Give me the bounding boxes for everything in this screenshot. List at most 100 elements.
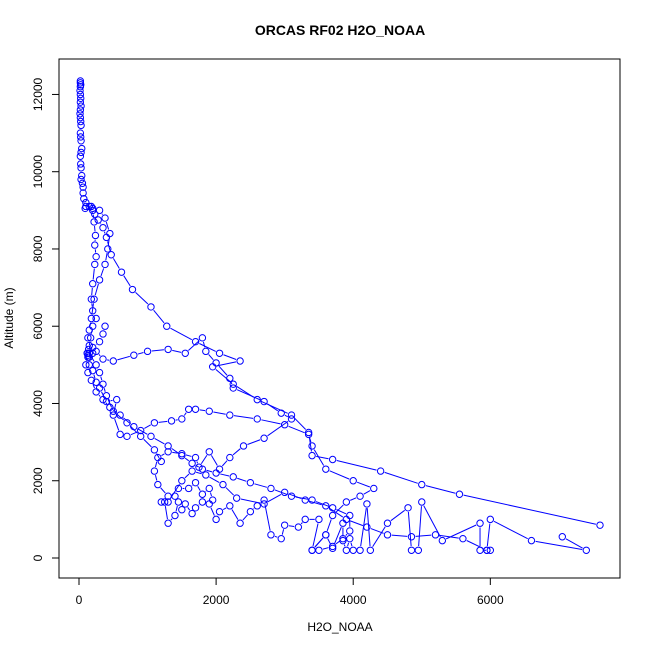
- data-point: [476, 519, 484, 527]
- data-point: [84, 345, 93, 354]
- data-point: [339, 536, 347, 545]
- series-segment: [466, 540, 484, 549]
- series-segment: [218, 365, 228, 376]
- data-point: [226, 374, 234, 383]
- data-point: [89, 366, 97, 375]
- data-point: [99, 380, 107, 388]
- series-segment: [366, 508, 371, 547]
- series-segment: [215, 369, 231, 382]
- data-point: [215, 349, 224, 357]
- data-point: [91, 241, 99, 249]
- series-segment: [98, 394, 101, 397]
- data-point: [596, 521, 604, 529]
- data-point: [486, 546, 495, 554]
- series-segment: [154, 437, 165, 445]
- series-segment: [210, 507, 215, 516]
- data-point: [198, 498, 207, 506]
- data-point: [84, 368, 92, 377]
- data-point: [77, 94, 85, 103]
- data-point: [164, 442, 172, 450]
- data-point: [342, 546, 351, 554]
- series-segment: [384, 471, 418, 484]
- series-segment: [220, 473, 230, 477]
- series-segment: [335, 504, 344, 513]
- series-segment: [103, 231, 106, 234]
- series-segment: [425, 485, 456, 494]
- series-segment: [209, 492, 212, 497]
- series-segment: [294, 417, 307, 430]
- data-point: [346, 534, 354, 543]
- series-segment: [175, 505, 178, 512]
- data-point: [91, 260, 99, 269]
- data-point: [164, 448, 172, 456]
- data-point: [136, 426, 145, 435]
- data-point: [205, 448, 213, 456]
- data-point: [92, 361, 100, 369]
- series-segment: [137, 428, 148, 435]
- data-point: [208, 496, 217, 504]
- data-point: [363, 523, 371, 531]
- data-series: [157, 496, 590, 554]
- series-segment: [105, 253, 108, 261]
- data-point: [455, 490, 464, 498]
- series-segment: [89, 322, 92, 327]
- series-segment: [370, 528, 384, 534]
- data-point: [90, 295, 98, 303]
- series-segment: [347, 542, 350, 547]
- data-point: [315, 546, 323, 554]
- data-point: [116, 411, 124, 419]
- y-tick-label: 12000: [31, 77, 45, 111]
- series-segment: [288, 525, 295, 528]
- data-point: [89, 280, 97, 288]
- series-segment: [329, 507, 344, 518]
- series-segment: [274, 535, 278, 538]
- series-segment: [333, 526, 342, 545]
- series-segment: [247, 439, 261, 445]
- series-segment: [343, 544, 346, 547]
- series-segment: [486, 523, 491, 547]
- series-segment: [98, 354, 101, 357]
- data-point: [95, 206, 104, 215]
- series-segment: [158, 420, 168, 423]
- series-segment: [123, 417, 131, 425]
- data-point: [123, 419, 131, 427]
- data-point: [198, 490, 207, 498]
- data-point: [89, 343, 97, 352]
- data-point: [328, 455, 337, 464]
- series-segment: [183, 412, 187, 416]
- data-point: [418, 498, 426, 506]
- x-axis-label: H2O_NOAA: [307, 620, 372, 634]
- series-segment: [117, 355, 130, 361]
- data-point: [322, 502, 330, 510]
- data-point: [116, 430, 124, 439]
- series-segment: [103, 388, 106, 392]
- y-axis-label: Altitude (m): [2, 287, 16, 348]
- data-point: [191, 405, 200, 413]
- data-point: [418, 480, 426, 489]
- data-point: [101, 214, 109, 222]
- x-tick-label: 2000: [203, 593, 230, 607]
- data-point: [123, 432, 131, 441]
- series-segment: [565, 538, 583, 549]
- data-point: [101, 260, 109, 269]
- series-segment: [327, 538, 332, 545]
- data-series: [81, 202, 378, 554]
- data-point: [76, 113, 85, 122]
- series-segment: [284, 414, 289, 418]
- series-segment: [288, 425, 305, 434]
- series-segment: [94, 226, 96, 232]
- data-series: [84, 206, 165, 466]
- data-point: [90, 218, 98, 226]
- data-point: [87, 314, 96, 323]
- data-point: [294, 523, 303, 531]
- plot-frame: [58, 58, 621, 579]
- series-segment: [154, 475, 158, 481]
- series-segment: [171, 447, 179, 454]
- series-segment: [237, 477, 247, 482]
- data-point: [328, 504, 337, 512]
- series-segment: [314, 537, 324, 548]
- series-segment: [335, 540, 340, 545]
- data-point: [76, 110, 84, 118]
- data-point: [212, 469, 220, 477]
